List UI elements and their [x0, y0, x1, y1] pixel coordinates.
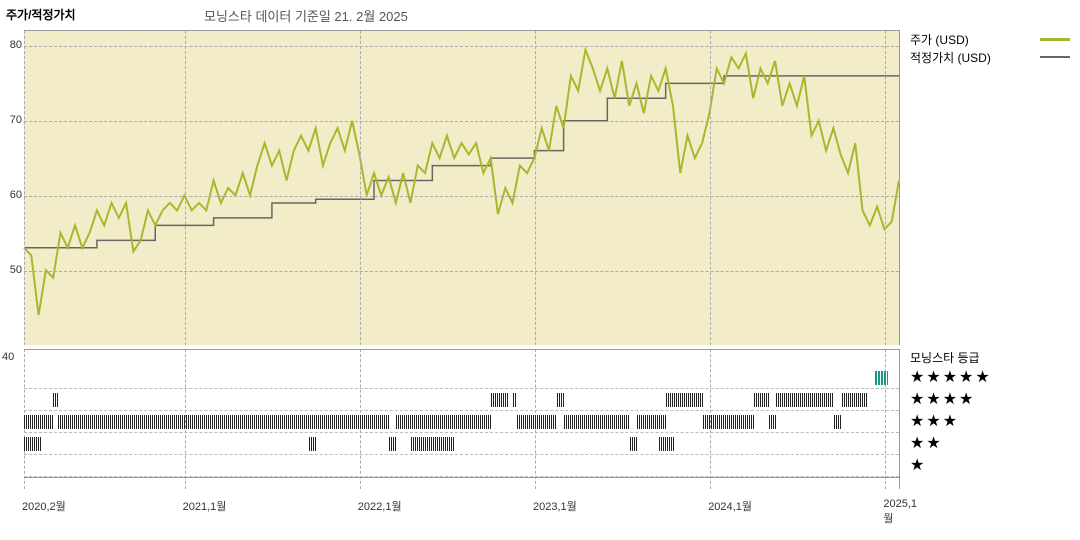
legend-swatch [1040, 56, 1070, 58]
rating-row [24, 411, 899, 433]
x-tick: 2022,1월 [358, 498, 402, 514]
chart-subtitle: 모닝스타 데이터 기준일 21. 2월 2025 [204, 6, 408, 25]
rating-segment [513, 393, 517, 407]
series-line [24, 76, 899, 248]
series-line [24, 50, 899, 315]
gridline-v [710, 31, 711, 345]
rating-segment [396, 415, 491, 429]
gridline-v [535, 31, 536, 345]
rating-segment [776, 393, 834, 407]
chart-svg [24, 31, 899, 345]
y-tick: 80 [10, 39, 22, 51]
x-axis: 2020,2월2021,1월2022,1월2023,1월2024,1월2025,… [24, 498, 900, 518]
rating-stars: ★★★★ [910, 389, 975, 411]
rating-segment [411, 437, 455, 451]
rating-row [24, 433, 899, 455]
legend-label: 주가 (USD) [910, 31, 1036, 48]
legend-item: 적정가치 (USD) [910, 48, 1070, 66]
rating-segment [834, 415, 841, 429]
y-tick: 50 [10, 264, 22, 276]
rating-segment [389, 437, 396, 451]
rating-row [24, 389, 899, 411]
rating-stars: ★★★★★ [910, 367, 992, 389]
rating-row [24, 367, 899, 389]
gridline-h [24, 121, 899, 122]
rating-segment [491, 393, 509, 407]
x-tick: 2024,1월 [708, 498, 752, 514]
rating-labels: 모닝스타 등급 ★★★★★★★★★★★★★★★ [910, 349, 1070, 370]
rating-stars: ★★ [910, 433, 943, 455]
rating-segment [703, 415, 754, 429]
rating-segment [630, 437, 637, 451]
gridline-h [24, 46, 899, 47]
gridline-v [185, 31, 186, 345]
rating-segment [842, 393, 868, 407]
rating-segment [24, 415, 53, 429]
x-tick: 2021,1월 [183, 498, 227, 514]
legend-swatch [1040, 38, 1070, 41]
y-tick: 60 [10, 189, 22, 201]
rating-segment [564, 415, 630, 429]
rating-chart [24, 349, 900, 489]
legend-item: 주가 (USD) [910, 30, 1070, 48]
rating-segment [53, 393, 57, 407]
rating-stars: ★ [910, 455, 926, 477]
rating-segment [754, 393, 769, 407]
rating-segment [557, 393, 564, 407]
rating-title: 모닝스타 등급 [910, 349, 1070, 366]
rating-segment [517, 415, 556, 429]
gridline-h [24, 196, 899, 197]
rating-segment [24, 437, 42, 451]
rating-segment [309, 437, 316, 451]
chart-title: 주가/적정가치 [6, 6, 76, 23]
gridline-v [360, 31, 361, 345]
y-tick: 70 [10, 114, 22, 126]
gridline-v [24, 31, 25, 345]
rating-segment [666, 393, 703, 407]
chart-header: 주가/적정가치 모닝스타 데이터 기준일 21. 2월 2025 [4, 6, 1080, 28]
gridline-v [885, 31, 886, 345]
rating-segment [58, 415, 389, 429]
price-chart [24, 30, 900, 345]
rating-segment [659, 437, 674, 451]
y-axis: 50 60 70 80 [2, 30, 24, 345]
chart-legend: 주가 (USD)적정가치 (USD) [910, 30, 1070, 66]
x-tick: 2020,2월 [22, 498, 66, 514]
rating-segment [637, 415, 666, 429]
y-tick-40: 40 [2, 351, 14, 363]
legend-label: 적정가치 (USD) [910, 49, 1036, 66]
rating-segment [769, 415, 776, 429]
rating-row [24, 455, 899, 477]
x-tick: 2025,1월 [883, 498, 917, 526]
rating-segment [875, 371, 888, 385]
gridline-h [24, 271, 899, 272]
rating-stars: ★★★ [910, 411, 959, 433]
x-tick: 2023,1월 [533, 498, 577, 514]
